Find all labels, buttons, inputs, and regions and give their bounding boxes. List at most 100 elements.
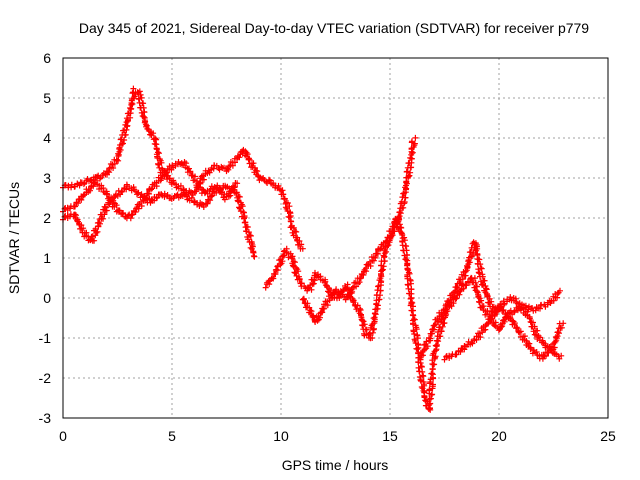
data-point <box>369 335 376 341</box>
y-tick-label: 4 <box>43 130 51 146</box>
data-point <box>462 268 469 275</box>
data-point <box>81 191 88 198</box>
data-point <box>169 162 176 169</box>
y-tick-label: -3 <box>39 410 52 426</box>
series-track-c <box>60 159 241 222</box>
data-point <box>98 211 105 218</box>
data-point <box>476 330 483 337</box>
data-point <box>250 160 257 167</box>
data-point <box>67 205 73 212</box>
data-point <box>286 203 293 210</box>
data-point <box>98 185 105 192</box>
data-point <box>247 232 254 239</box>
data-point <box>141 194 148 201</box>
y-tick-label: 1 <box>43 250 51 266</box>
data-point <box>241 215 247 222</box>
data-point <box>441 320 448 326</box>
data-point <box>143 122 150 129</box>
data-point <box>153 195 160 202</box>
data-point <box>478 265 485 272</box>
data-point <box>412 134 419 141</box>
data-point <box>274 262 281 269</box>
data-point <box>504 310 511 317</box>
data-point <box>128 212 135 219</box>
data-point <box>429 371 436 378</box>
data-point <box>124 118 131 124</box>
data-point <box>410 321 417 328</box>
data-point <box>153 179 160 186</box>
data-point <box>304 304 311 311</box>
data-point <box>186 168 193 175</box>
data-point <box>414 346 421 353</box>
data-point <box>148 186 154 193</box>
data-point <box>370 315 377 322</box>
data-point <box>527 345 534 352</box>
data-point <box>469 253 476 260</box>
y-tick-label: 6 <box>43 50 51 66</box>
data-point <box>409 149 416 156</box>
data-point <box>443 301 449 308</box>
data-point <box>416 368 423 375</box>
data-point <box>137 104 144 111</box>
data-point <box>438 328 445 335</box>
data-point <box>399 242 406 249</box>
data-point <box>148 132 155 139</box>
data-point <box>97 174 104 181</box>
data-point <box>89 233 96 240</box>
data-point <box>411 316 418 323</box>
data-point <box>480 307 487 313</box>
data-point <box>553 351 560 358</box>
data-point <box>163 169 169 176</box>
data-point <box>289 229 296 236</box>
data-point <box>100 215 107 222</box>
data-point <box>486 316 493 323</box>
data-point <box>534 327 541 334</box>
data-point <box>94 181 101 188</box>
series-track-g <box>441 303 567 363</box>
data-point <box>221 196 228 203</box>
data-point <box>521 336 528 343</box>
data-point <box>429 391 436 398</box>
data-point <box>457 348 464 355</box>
data-point <box>300 296 307 303</box>
data-point <box>111 203 118 210</box>
data-point <box>152 141 159 148</box>
data-point <box>304 285 311 292</box>
data-point <box>126 110 132 117</box>
plot-frame <box>62 57 609 419</box>
data-point <box>200 176 207 183</box>
data-point <box>280 191 286 198</box>
data-point <box>344 281 351 288</box>
data-point <box>206 188 213 194</box>
data-point <box>394 224 401 231</box>
data-point <box>293 228 300 235</box>
data-point <box>182 192 188 199</box>
data-point <box>102 204 109 211</box>
data-point <box>511 309 517 316</box>
data-point <box>152 135 159 142</box>
data-point <box>474 288 480 295</box>
data-point <box>81 179 88 186</box>
data-point <box>375 282 382 289</box>
data-point <box>116 207 123 214</box>
y-tick-labels: -3 -2 -1 0 1 2 3 4 5 6 <box>39 50 52 426</box>
data-point <box>426 396 433 402</box>
x-tick-label: 15 <box>382 428 398 444</box>
data-point <box>395 214 402 220</box>
data-point <box>71 203 77 210</box>
data-point <box>507 294 514 301</box>
data-point <box>514 325 521 332</box>
data-point <box>301 283 308 290</box>
data-point <box>420 373 427 380</box>
data-point <box>267 177 273 184</box>
data-point <box>371 325 377 332</box>
data-point <box>312 319 319 325</box>
data-point <box>292 259 298 266</box>
data-point <box>156 164 163 171</box>
data-point <box>379 266 386 273</box>
data-point <box>408 280 414 287</box>
series-track-a <box>60 85 306 252</box>
data-point <box>189 192 196 198</box>
data-point <box>544 349 551 356</box>
